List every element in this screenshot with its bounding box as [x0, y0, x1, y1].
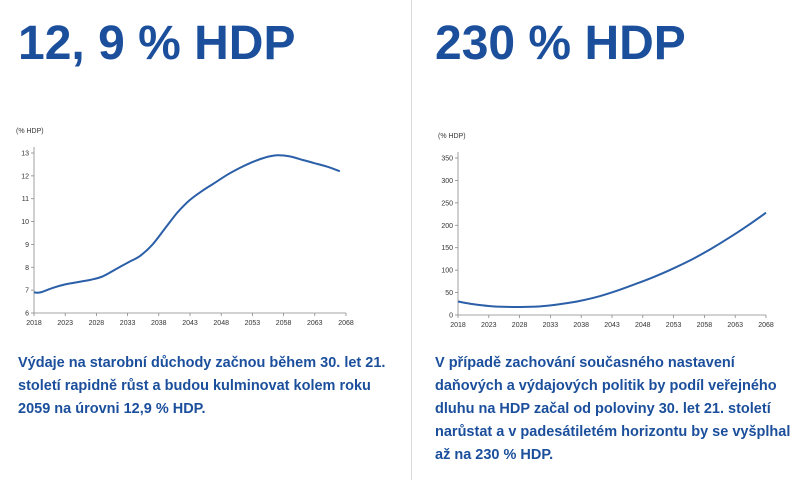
x-tick-label: 2018: [450, 322, 466, 329]
right-panel: 230 % HDP (% HDP) 0 50 100 150 200 250 300 350 20…: [413, 0, 805, 480]
y-tick-label: 9: [25, 242, 29, 249]
left-panel: 12, 9 % HDP (% HDP) 6 7 8 9 10 11 12 13 2018 2023 2…: [16, 17, 386, 417]
series-line: [33, 154, 341, 294]
x-tick-label: 2068: [758, 322, 774, 329]
y-tick-label: 12: [21, 173, 29, 180]
x-tick-label: 2048: [213, 320, 229, 327]
x-tick-label: 2028: [89, 320, 105, 327]
y-tick-label: 13: [21, 151, 29, 158]
x-tick-label: 2033: [543, 322, 559, 329]
y-tick-label: 350: [441, 156, 453, 163]
series-line: [457, 211, 767, 309]
x-tick-label: 2048: [635, 322, 651, 329]
x-tick-label: 2058: [276, 320, 292, 327]
x-tick-label: 2033: [120, 320, 136, 327]
y-tick-label: 250: [441, 200, 453, 207]
y-tick-label: 300: [441, 178, 453, 185]
panel-divider: [411, 0, 412, 480]
x-tick-label: 2018: [26, 320, 42, 327]
x-tick-label: 2053: [666, 322, 682, 329]
y-axis-label: (% HDP): [16, 128, 44, 135]
y-tick-label: 6: [25, 311, 29, 318]
headline-debt: 230 % HDP: [435, 17, 686, 70]
x-tick-label: 2023: [57, 320, 73, 327]
y-tick-label: 150: [441, 245, 453, 252]
x-tick-label: 2023: [481, 322, 497, 329]
y-tick-label: 8: [25, 265, 29, 272]
x-tick-label: 2038: [151, 320, 167, 327]
y-axis-label: (% HDP): [438, 133, 466, 140]
y-tick-label: 200: [441, 223, 453, 230]
x-tick-label: 2063: [727, 322, 743, 329]
caption-debt: V případě zachování současného nastavení…: [435, 355, 791, 463]
x-tick-label: 2043: [604, 322, 620, 329]
x-tick-label: 2063: [307, 320, 323, 327]
x-tick-label: 2038: [573, 322, 589, 329]
x-tick-label: 2068: [338, 320, 354, 327]
y-tick-label: 7: [25, 288, 29, 295]
y-tick-label: 11: [22, 196, 29, 203]
x-tick-label: 2053: [245, 320, 261, 327]
y-tick-label: 50: [445, 290, 453, 297]
y-tick-label: 10: [21, 219, 29, 226]
y-tick-label: 100: [441, 268, 453, 275]
x-tick-label: 2058: [697, 322, 713, 329]
headline-pension: 12, 9 % HDP: [18, 17, 296, 70]
x-tick-label: 2043: [182, 320, 198, 327]
caption-pension: Výdaje na starobní důchody začnou během …: [18, 355, 386, 417]
pension-chart: (% HDP) 6 7 8 9 10 11 12 13 2018 2023 2028 2033 2038 2…: [16, 128, 354, 327]
y-tick-label: 0: [449, 313, 453, 320]
x-tick-label: 2028: [512, 322, 528, 329]
debt-chart: (% HDP) 0 50 100 150 200 250 300 350 2018 2023 2028…: [438, 133, 774, 329]
